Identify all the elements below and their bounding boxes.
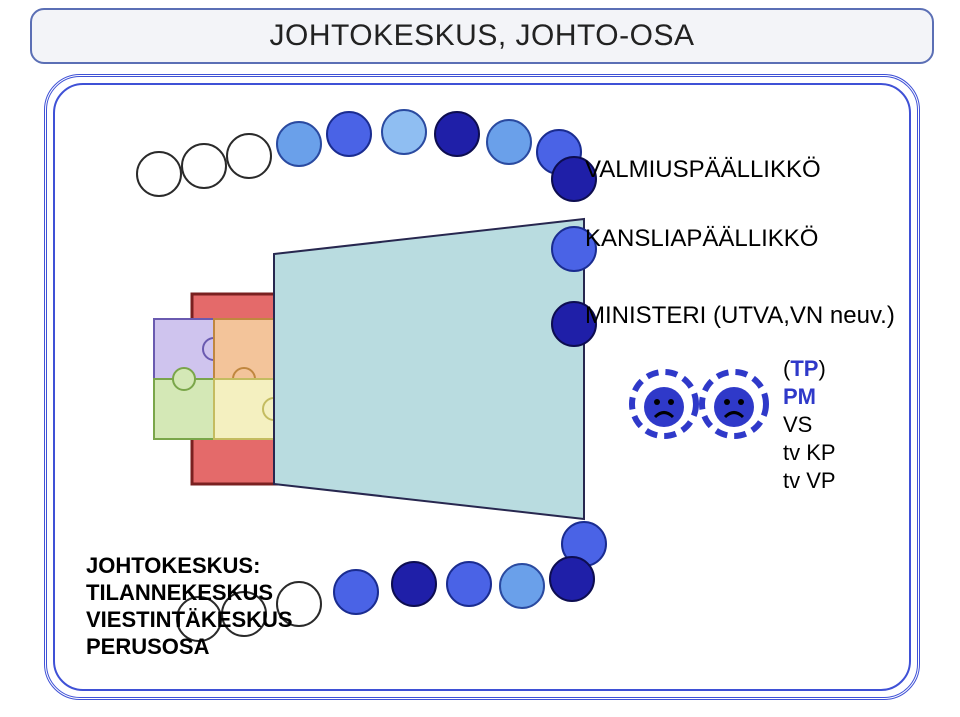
label-kansliapaallikko: KANSLIAPÄÄLLIKKÖ <box>585 225 818 253</box>
circle <box>435 112 479 156</box>
circle <box>550 557 594 601</box>
circle <box>334 570 378 614</box>
circle <box>382 110 426 154</box>
role-tvkp: tv KP <box>783 439 836 467</box>
circle <box>487 120 531 164</box>
circle <box>392 562 436 606</box>
title-box: JOHTOKESKUS, JOHTO-OSA <box>30 8 934 64</box>
frown-group <box>632 372 766 436</box>
role-tp-text: TP <box>790 356 818 381</box>
page-title: JOHTOKESKUS, JOHTO-OSA <box>270 19 695 53</box>
label-valmiuspaallikko: VALMIUSPÄÄLLIKKÖ <box>585 156 821 184</box>
frown-face-icon <box>714 387 754 427</box>
footer-perusosa: PERUSOSA <box>86 633 293 660</box>
footer-tilannekeskus: TILANNEKESKUS <box>86 579 293 606</box>
circle <box>447 562 491 606</box>
frown-face-icon <box>644 387 684 427</box>
footer-viestintakeskus: VIESTINTÄKESKUS <box>86 606 293 633</box>
circle <box>277 122 321 166</box>
label-ministeri: MINISTERI (UTVA,VN neuv.) <box>585 302 895 330</box>
role-tvvp: tv VP <box>783 467 836 495</box>
role-tp: (TP) <box>783 355 836 383</box>
eye-icon <box>654 399 660 405</box>
footer-block: JOHTOKESKUS: TILANNEKESKUS VIESTINTÄKESK… <box>86 552 293 660</box>
eye-icon <box>668 399 674 405</box>
eye-icon <box>738 399 744 405</box>
circle <box>327 112 371 156</box>
puzzle-group <box>154 319 285 439</box>
trapezoid <box>274 219 584 519</box>
roles-block: (TP) PM VS tv KP tv VP <box>783 355 836 495</box>
paren-close: ) <box>818 356 825 381</box>
footer-johtokeskus: JOHTOKESKUS: <box>86 552 293 579</box>
circle <box>137 152 181 196</box>
top-circle-row <box>137 110 581 196</box>
puzzle-tab-green <box>173 368 195 390</box>
stage: JOHTOKESKUS, JOHTO-OSA <box>0 0 960 717</box>
circle <box>500 564 544 608</box>
circle <box>182 144 226 188</box>
role-vs: VS <box>783 411 836 439</box>
eye-icon <box>724 399 730 405</box>
circle <box>227 134 271 178</box>
role-pm: PM <box>783 383 836 411</box>
